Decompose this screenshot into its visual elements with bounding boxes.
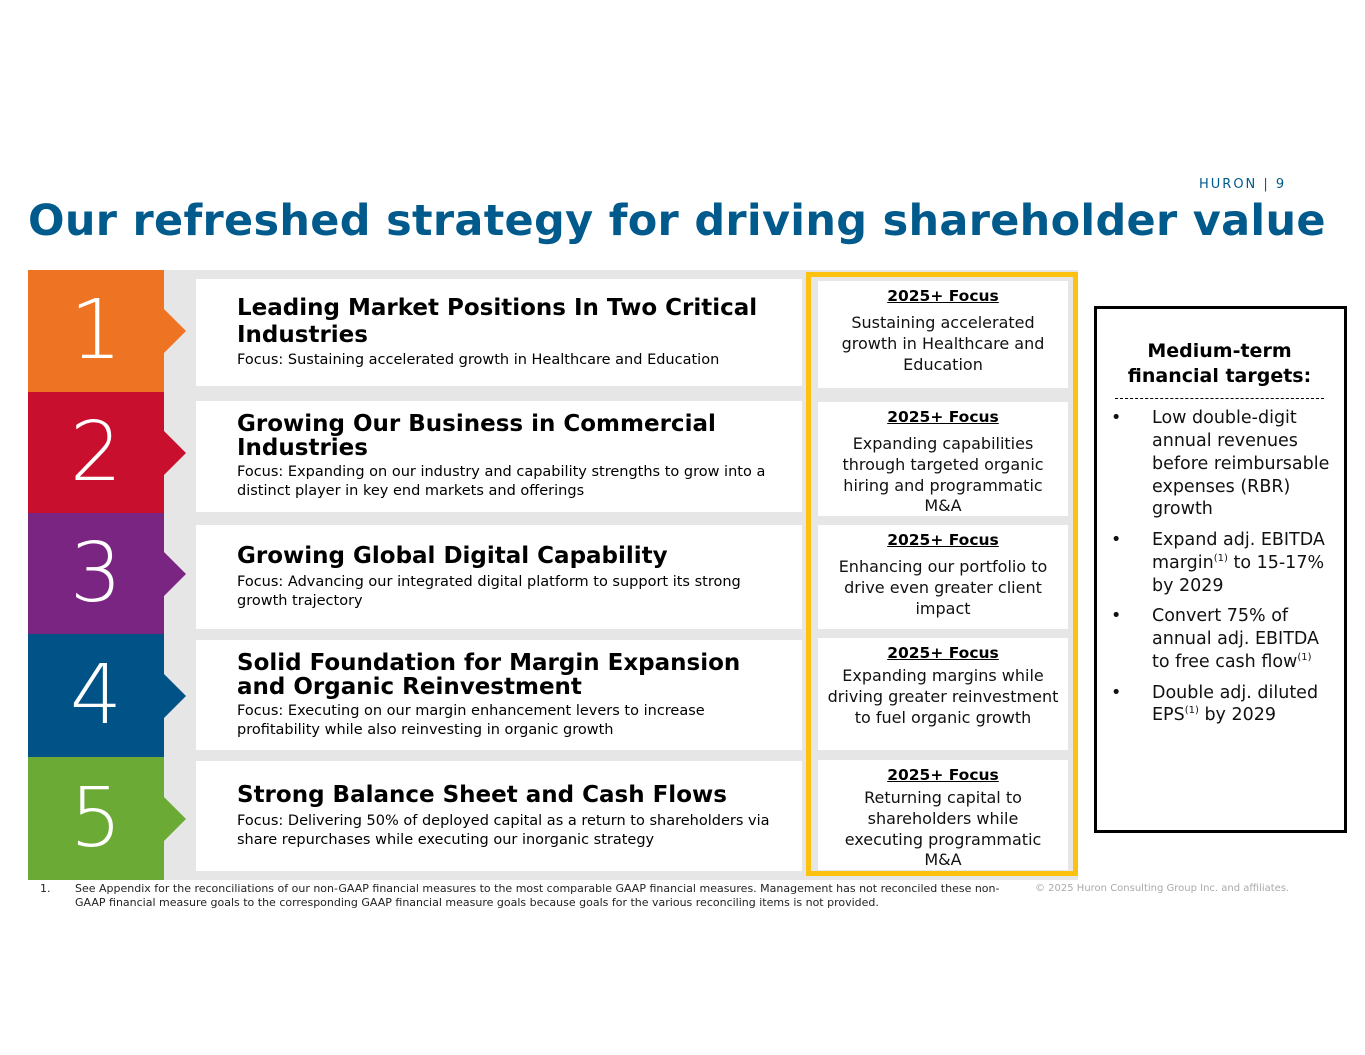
title-pre: Our bbox=[28, 196, 133, 246]
focus-card-3: 2025+ Focus Enhancing our portfolio to d… bbox=[818, 525, 1068, 629]
focus-title: 2025+ Focus bbox=[887, 644, 999, 662]
focus-text: Enhancing our portfolio to drive even gr… bbox=[838, 557, 1048, 618]
focus-title: 2025+ Focus bbox=[887, 408, 999, 426]
brand-page-number: HURON | 9 bbox=[1199, 177, 1287, 192]
target-text: Convert 75% of annual adj. EBITDA to fre… bbox=[1152, 606, 1320, 672]
pillar-number-text: 5 bbox=[69, 770, 123, 866]
list-item: • Convert 75% of annual adj. EBITDA to f… bbox=[1109, 605, 1330, 673]
targets-list: • Low double-digit annual revenues befor… bbox=[1109, 407, 1330, 727]
pillar-number-4: 4 bbox=[28, 634, 186, 757]
target-text-post: to 15-17% by 2029 bbox=[1152, 552, 1325, 596]
chevron-right-icon bbox=[164, 673, 186, 718]
focus-card-4: 2025+ Focus Expanding margins while driv… bbox=[818, 638, 1068, 750]
bullet-icon: • bbox=[1111, 408, 1122, 429]
focus-highlight-frame bbox=[806, 272, 1078, 876]
pillar-heading: Strong Balance Sheet and Cash Flows bbox=[237, 782, 727, 809]
pillar-card-4: Solid Foundation for Margin Expansion an… bbox=[196, 640, 802, 750]
pillar-number-5: 5 bbox=[28, 757, 186, 880]
targets-heading: Medium-term financial targets: bbox=[1127, 340, 1312, 387]
pillar-number-text: 1 bbox=[69, 283, 123, 378]
pillar-number-text: 2 bbox=[69, 404, 123, 500]
pillar-focus: Focus: Delivering 50% of deployed capita… bbox=[237, 812, 770, 848]
target-text-post: by 2029 bbox=[1198, 705, 1277, 726]
pillar-card-2: Growing Our Business in Commercial Indus… bbox=[196, 401, 802, 512]
focus-text: Expanding margins while driving greater … bbox=[827, 666, 1059, 727]
pillar-number-2: 2 bbox=[28, 392, 186, 513]
target-text: Expand adj. EBITDA margin bbox=[1152, 530, 1325, 573]
footnote-text: See Appendix for the reconciliations of … bbox=[75, 882, 1000, 910]
chevron-right-icon bbox=[164, 796, 186, 841]
target-text: Double adj. diluted EPS bbox=[1152, 682, 1319, 726]
chevron-right-icon bbox=[164, 430, 186, 475]
copyright: © 2025 Huron Consulting Group Inc. and a… bbox=[1035, 883, 1290, 894]
footnote-ref: (1) bbox=[1213, 553, 1228, 565]
list-item: • Low double-digit annual revenues befor… bbox=[1109, 407, 1330, 521]
focus-text: Returning capital to shareholders while … bbox=[844, 788, 1042, 870]
bullet-icon: • bbox=[1111, 530, 1122, 551]
pillar-number-text: 3 bbox=[69, 525, 123, 621]
footnote-number: 1. bbox=[40, 882, 51, 895]
focus-title: 2025+ Focus bbox=[887, 531, 999, 549]
footnote-ref: (1) bbox=[1297, 652, 1312, 664]
pillar-heading: Solid Foundation for Margin Expansion an… bbox=[237, 649, 741, 700]
pillar-focus: Focus: Sustaining accelerated growth in … bbox=[237, 352, 720, 369]
title-bold: refreshed bbox=[132, 196, 371, 246]
footnote-ref: (1) bbox=[1184, 705, 1199, 717]
page-title: Our refreshed strategy for driving share… bbox=[28, 196, 1326, 246]
pillar-heading: Growing Our Business in Commercial Indus… bbox=[237, 411, 716, 462]
bullet-icon: • bbox=[1111, 682, 1122, 703]
targets-divider bbox=[1115, 398, 1324, 400]
chevron-right-icon bbox=[164, 309, 186, 353]
target-text: Low double-digit annual revenues before … bbox=[1152, 408, 1330, 520]
focus-title: 2025+ Focus bbox=[887, 766, 999, 784]
pillar-heading: Growing Global Digital Capability bbox=[237, 543, 668, 570]
pillar-card-1: Leading Market Positions In Two Critical… bbox=[196, 279, 802, 386]
pillar-number-1: 1 bbox=[28, 270, 186, 392]
focus-title: 2025+ Focus bbox=[887, 287, 999, 305]
pillar-number-text: 4 bbox=[69, 647, 123, 743]
title-post: strategy for driving shareholder value bbox=[370, 196, 1326, 246]
pillar-heading: Leading Market Positions In Two Critical… bbox=[237, 295, 758, 348]
pillar-focus: Focus: Executing on our margin enhanceme… bbox=[237, 702, 705, 738]
pillar-number-3: 3 bbox=[28, 513, 186, 634]
pillar-focus: Focus: Expanding on our industry and cap… bbox=[237, 464, 766, 500]
pillar-card-5: Strong Balance Sheet and Cash Flows Focu… bbox=[196, 761, 802, 871]
pillar-card-3: Growing Global Digital Capability Focus:… bbox=[196, 525, 802, 629]
pillar-focus: Focus: Advancing our integrated digital … bbox=[237, 573, 741, 609]
focus-text: Expanding capabilities through targeted … bbox=[842, 434, 1044, 516]
focus-card-1: 2025+ Focus Sustaining accelerated growt… bbox=[818, 281, 1068, 388]
financial-targets-box: Medium-term financial targets: • Low dou… bbox=[1094, 306, 1347, 833]
chevron-right-icon bbox=[164, 551, 186, 596]
focus-card-5: 2025+ Focus Returning capital to shareho… bbox=[818, 760, 1068, 870]
focus-text: Sustaining accelerated growth in Healthc… bbox=[841, 313, 1045, 374]
focus-card-2: 2025+ Focus Expanding capabilities throu… bbox=[818, 402, 1068, 516]
bullet-icon: • bbox=[1111, 606, 1122, 627]
list-item: • Double adj. diluted EPS(1) by 2029 bbox=[1109, 682, 1330, 728]
list-item: • Expand adj. EBITDA margin(1) to 15-17%… bbox=[1109, 529, 1330, 597]
